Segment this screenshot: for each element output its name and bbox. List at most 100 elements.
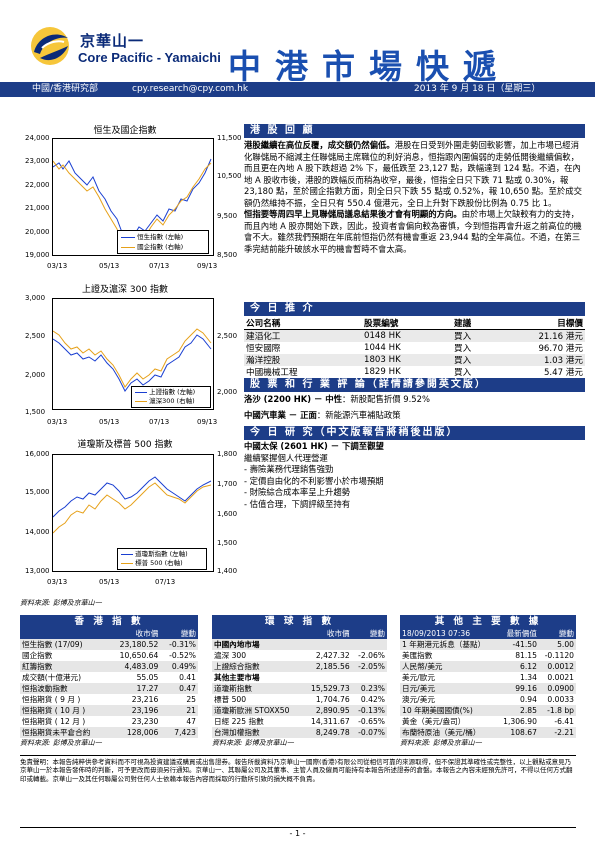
chart3-right-tick: 1,600 xyxy=(217,510,238,518)
table-row: 國企指數 10,650.64 -0.52% xyxy=(22,651,196,660)
chart1-left-tick: 19,000 xyxy=(25,251,50,259)
chart1-left-tick: 24,000 xyxy=(25,134,50,142)
stock-review-section: 股 票 和 行 業 評 論（詳情請參閱英文版） 洛沙 (2200 HK) － 中… xyxy=(244,378,585,421)
chart1-left-tick: 20,000 xyxy=(25,228,50,236)
col-company: 公司名稱 xyxy=(244,317,362,330)
research-title: 中國太保 (2601 HK) － 下調至觀望 xyxy=(244,441,384,451)
chart3-left-tick: 16,000 xyxy=(25,450,50,458)
recommendation-section: 今 日 推 介 公司名稱 股票編號 建議 目標價 建滔化工 0148 HK 買入 21… xyxy=(244,302,585,378)
chart3-legend-entry: 道瓊斯指數 (左軸) xyxy=(121,550,203,559)
chart2: 3,000 2,500 2,000 1,500 2,500 2,000 上證指數… xyxy=(25,294,245,432)
chart2-plot xyxy=(52,298,214,410)
other-data-source: 資料來源: 彭博及京華山一 xyxy=(400,739,482,747)
table-row: 道瓊斯指數 15,529.73 0.23% xyxy=(212,683,387,694)
table-row: 滬深 300 2,427.32 -2.06% xyxy=(214,651,385,660)
world-index-heading: 環 球 指 數 xyxy=(212,615,387,628)
table-row: 瀚洋控股 1803 HK 買入 1.03 港元 xyxy=(244,354,585,366)
table-row: 黃金（美元/盎司） 1,306.90 -6.41 xyxy=(402,717,574,726)
logo-chinese-name: 京華山一 xyxy=(80,32,145,50)
table-row: 日元/美元 99.16 0.0900 xyxy=(400,683,576,694)
recommendation-heading: 今 日 推 介 xyxy=(244,302,585,316)
table-row: 台灣加權指數 8,249.78 -0.07% xyxy=(212,727,387,738)
chart2-right-tick: 2,000 xyxy=(217,388,238,396)
chart3-lines xyxy=(52,476,212,534)
company-logo xyxy=(26,24,74,68)
review-p2-lead: 恒指要等周四早上見聯儲局議息結果後才會有明顯的方向。 xyxy=(244,209,462,219)
chart1-legend-entry: 國企指數 (右軸) xyxy=(121,242,205,252)
table-header-row: 收市價 變動 xyxy=(20,628,198,639)
chart1-right-tick: 10,500 xyxy=(217,172,242,180)
chart2-x-tick: 03/13 xyxy=(47,418,68,426)
world-index-source: 資料來源: 彭博及京華山一 xyxy=(212,739,294,747)
chart1: 24,000 23,000 22,000 21,000 20,000 19,00… xyxy=(25,134,245,284)
chart1-left-tick: 23,000 xyxy=(25,157,50,165)
chart1-x-tick: 03/13 xyxy=(47,262,68,270)
table-row: 道瓊斯歐洲 STOXX50 2,890.95 -0.13% xyxy=(212,705,387,716)
chart1-x-tick: 07/13 xyxy=(149,262,170,270)
chart-source: 資料來源: 彭博及京華山一 xyxy=(20,599,102,607)
market-review-heading: 港 股 回 顧 xyxy=(244,124,585,138)
table-header-row: 收市價 變動 xyxy=(212,628,387,639)
chart2-legend-entry: 滬深300 (右軸) xyxy=(135,397,207,406)
chart2-left-tick: 2,500 xyxy=(25,332,46,340)
table-row: 恒指期貨 ( 10 月 ) 23,196 21 xyxy=(20,705,198,716)
table-row: 成交額(十億港元) 55.05 0.41 xyxy=(22,673,196,682)
col-rating: 建議 xyxy=(452,317,514,330)
market-review-body: 港股繼續在高位反覆，成交額仍然偏低。港股在日受到外圍走勢回軟影響，加上市場已經消… xyxy=(244,140,585,209)
table-row: 恒指期貨 ( 9 月 ) 23,216 25 xyxy=(22,695,196,704)
footer-divider xyxy=(20,827,576,828)
chart3-plot xyxy=(52,454,214,572)
table-row: 澳元/美元 0.94 0.0033 xyxy=(402,695,574,704)
hk-index-table: 收市價 變動 恒生指數 (17/09) 23,180.52 -0.31% 國企指數 10… xyxy=(20,628,198,738)
table-row: 10 年期美國國債(%) 2.85 -1.8 bp xyxy=(400,705,576,716)
stock-review-item: 洛沙 (2200 HK) － 中性：新股配售折價 9.52% xyxy=(244,394,430,404)
chart2-legend: 上證指數 (左軸) 滬深300 (右軸) xyxy=(131,386,211,408)
review-p1: 港股在日受到外圍走勢回軟影響，加上市場已經消化聯儲局不縮減主任聯儲局主席職位的利… xyxy=(244,140,582,208)
chart2-left-tick: 1,500 xyxy=(25,408,46,416)
disclaimer-text: 免責聲明：本報告純粹供參考資料而不可視為投資建議或購買或出售證券。報告所載資料乃… xyxy=(20,758,573,783)
page-title: 中港市場快遞 xyxy=(228,47,510,86)
chart3-right-tick: 1,400 xyxy=(217,567,238,575)
other-data-block: 其 他 主 要 數 據 18/09/2013 07:36 最新價值 變動 1 年期港… xyxy=(400,615,576,748)
chart1-right-tick: 8,500 xyxy=(217,251,238,259)
col-code: 股票編號 xyxy=(362,317,452,330)
table-row: 日經 225 指數 14,311.67 -0.65% xyxy=(214,717,385,726)
review-p2: 由於市場上欠缺較有力的支持，而且內地 A 股亦開始下跌，因此，投資者會偏向較為審… xyxy=(244,209,582,254)
table-row: 恒指期貨 ( 12 月 ) 23,230 47 xyxy=(22,717,196,726)
table-row: 恒指波動指數 17.27 0.47 xyxy=(20,683,198,694)
market-review-body-2: 恒指要等周四早上見聯儲局議息結果後才會有明顯的方向。由於市場上欠缺較有力的支持，… xyxy=(244,209,585,255)
chart3-title: 道瓊斯及標普 500 指數 xyxy=(77,440,173,450)
chart3-left-tick: 14,000 xyxy=(25,528,50,536)
page-number: - 1 - xyxy=(289,829,306,838)
chart1-title: 恒生及國企指數 xyxy=(93,126,157,136)
chart3-x-tick: 07/13 xyxy=(155,578,176,586)
header-bar: 中國/香港研究部 cpy.research@cpy.com.hk 2013 年 … xyxy=(0,82,595,97)
table-row: 1 年期港元拆息（基點） -41.50 5.00 xyxy=(400,639,576,650)
table-row: 人民幣/美元 6.12 0.0012 xyxy=(400,661,576,672)
hk-index-block: 香 港 指 數 收市價 變動 恒生指數 (17/09) 23,180.52 -0.31… xyxy=(20,615,198,748)
research-subtitle: 繼續緊握個人代理營運 xyxy=(244,452,328,463)
hk-index-heading: 香 港 指 數 xyxy=(20,615,198,628)
review-p1-lead: 港股繼續在高位反覆，成交額仍然偏低。 xyxy=(244,140,395,150)
other-data-heading: 其 他 主 要 數 據 xyxy=(400,615,576,628)
chart1-left-tick: 22,000 xyxy=(25,181,50,189)
research-bullet: - 定價自由化的不利影響小於市場預期 xyxy=(244,475,384,486)
chart1-left-tick: 21,000 xyxy=(25,204,50,212)
research-section: 今 日 研 究（中文版報告將稍後出版） 中國太保 (2601 HK) － 下調至… xyxy=(244,426,585,510)
research-bullet: - 財險綜合成本率呈上升趨勢 xyxy=(244,487,351,497)
chart2-x-tick: 09/13 xyxy=(197,418,218,426)
chart1-right-tick: 9,500 xyxy=(217,212,238,220)
stock-review-heading: 股 票 和 行 業 評 論（詳情請參閱英文版） xyxy=(244,378,585,392)
chart2-lines xyxy=(52,328,212,392)
table-row: 中國機械工程 1829 HK 買入 5.47 港元 xyxy=(246,367,583,378)
chart1-legend-entry: 恒生指數 (左軸) xyxy=(121,232,205,242)
hk-index-source: 資料來源: 彭博及京華山一 xyxy=(20,739,102,747)
logo-english-name: Core Pacific - Yamaichi xyxy=(78,50,221,65)
table-row: 紅籌指數 4,483.09 0.49% xyxy=(20,661,198,672)
chart2-right-tick: 2,500 xyxy=(217,332,238,340)
email-link[interactable]: cpy.research@cpy.com.hk xyxy=(132,84,249,94)
chart3-legend: 道瓊斯指數 (左軸) 標普 500 (右軸) xyxy=(117,548,207,570)
chart1-right-tick: 11,500 xyxy=(217,134,242,142)
table-row: 建滔化工 0148 HK 買入 21.16 港元 xyxy=(244,329,585,342)
research-heading: 今 日 研 究（中文版報告將稍後出版） xyxy=(244,426,585,440)
